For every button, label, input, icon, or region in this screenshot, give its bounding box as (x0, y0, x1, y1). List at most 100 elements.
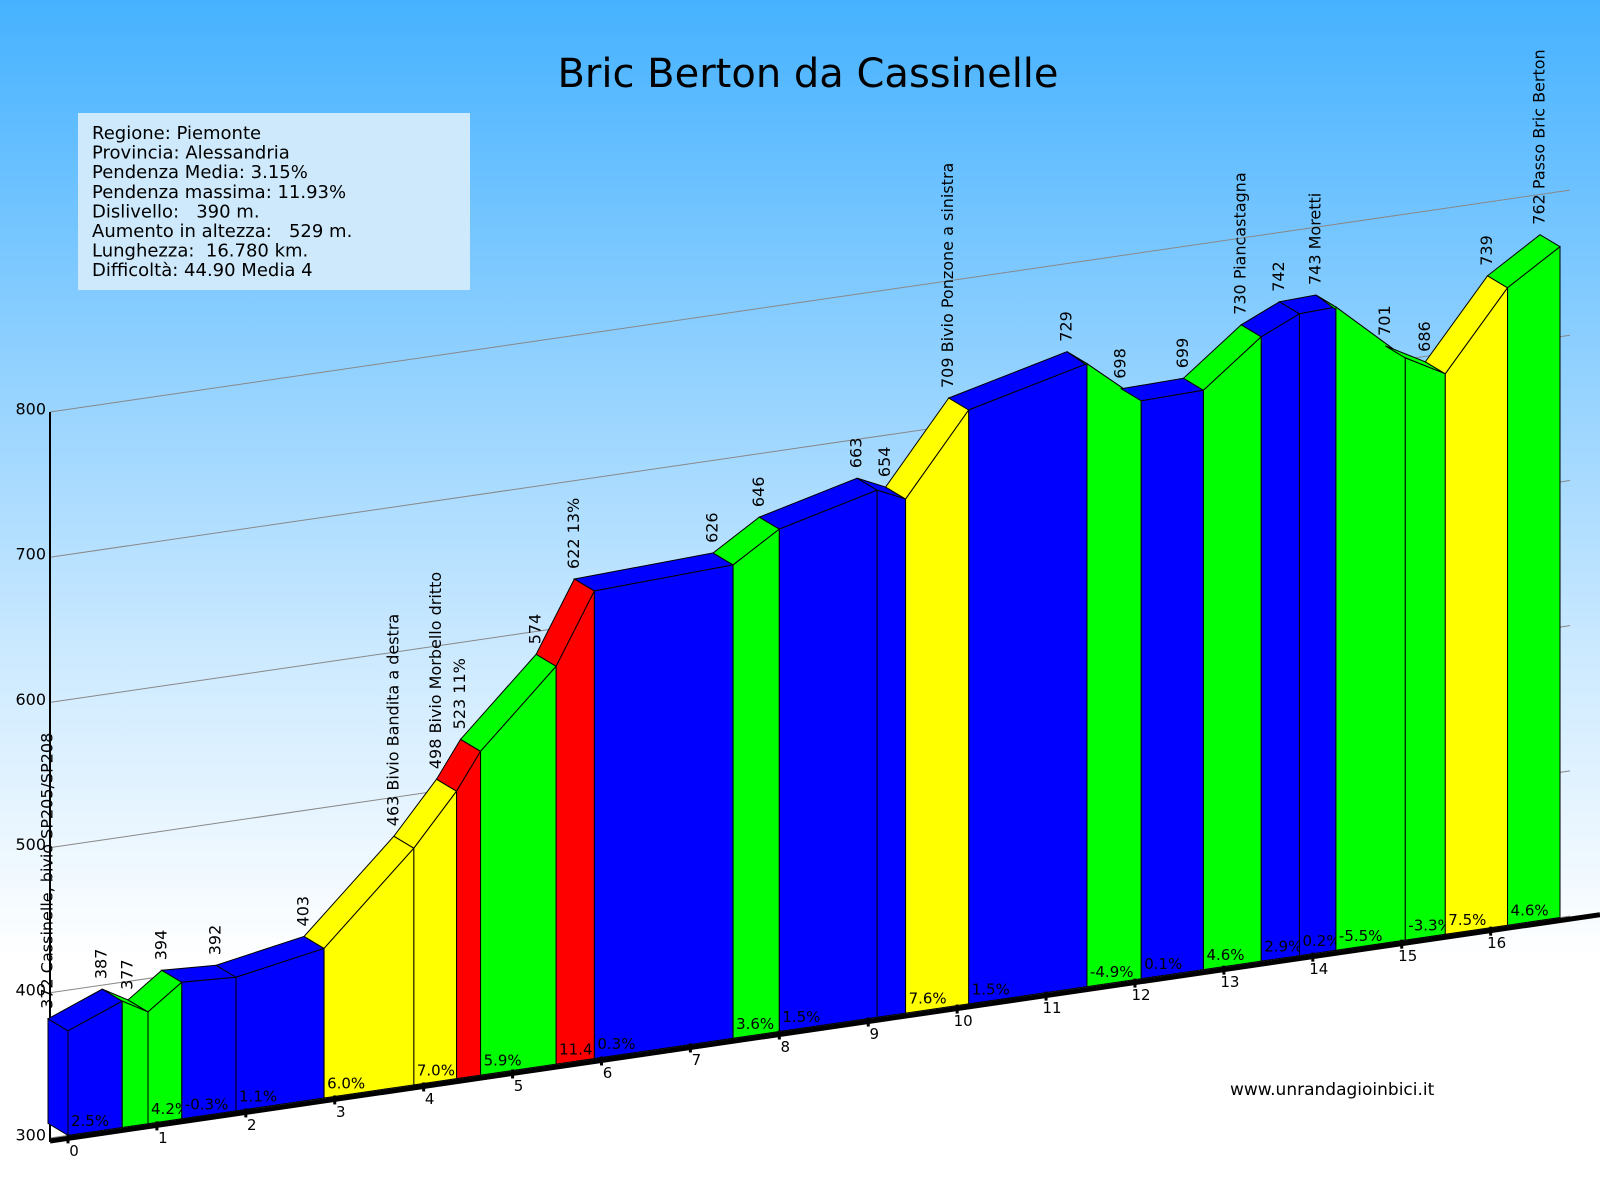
grade-label: -5.5% (1339, 927, 1383, 945)
segment-face (1444, 286, 1509, 935)
grade-label: 5.9% (484, 1052, 522, 1070)
chart-title: Bric Berton da Cassinelle (557, 51, 1058, 97)
grade-label: 4.2% (151, 1100, 189, 1118)
grid-line (49, 189, 1571, 413)
point-label: 739 (1477, 235, 1496, 266)
x-tick-label: 16 (1487, 934, 1506, 952)
point-label: 699 (1173, 338, 1192, 369)
point-label: 403 (294, 896, 313, 927)
grade-label: 3.6% (736, 1015, 774, 1033)
segment-face (905, 408, 970, 1014)
x-tick-label: 15 (1398, 947, 1417, 965)
grade-label: 11.4 (559, 1041, 592, 1059)
point-label: 729 (1056, 311, 1075, 342)
segment-face (1202, 335, 1262, 971)
segment-face (593, 564, 734, 1060)
x-tick-label: 11 (1043, 999, 1062, 1017)
grade-label: 2.9% (1264, 938, 1302, 956)
point-label: 743 Moretti (1305, 193, 1324, 285)
info-line: Provincia: Alessandria (92, 143, 290, 164)
grade-label: 7.0% (417, 1061, 455, 1079)
y-tick-label: 300 (15, 1126, 46, 1145)
info-line: Aumento in altezza: 529 m. (92, 221, 352, 242)
segment-face (968, 362, 1088, 1005)
grade-label: 7.5% (1448, 911, 1486, 929)
segment-face (778, 489, 878, 1033)
grade-label: 4.6% (1206, 946, 1244, 964)
point-label: 372 Cassinelle, bivio SP205/SP208 (38, 733, 57, 1009)
x-tick-label: 5 (514, 1077, 524, 1095)
grade-label: 2.5% (71, 1112, 109, 1130)
segment-face (1086, 362, 1142, 988)
segment-face (1404, 357, 1446, 941)
x-tick-label: 0 (69, 1142, 79, 1160)
credit: www.unrandagioinbici.it (1230, 1080, 1435, 1100)
x-tick-label: 4 (425, 1090, 435, 1108)
point-label: 574 (526, 614, 545, 645)
segment-face (1260, 312, 1300, 962)
point-label: 377 (118, 959, 137, 990)
point-label: 709 Bivio Ponzone a sinistra (938, 163, 957, 388)
x-tick-label: 13 (1220, 973, 1239, 991)
point-label: 622 13% (564, 498, 583, 569)
segment-face (555, 590, 595, 1065)
grade-label: 1.5% (782, 1008, 820, 1026)
point-label: 626 (703, 512, 722, 543)
point-label: 463 Bivio Bandita a destra (383, 614, 402, 826)
segment-face (121, 1000, 149, 1129)
info-line: Lunghezza: 16.780 km. (92, 241, 308, 262)
segment-face (1507, 245, 1561, 926)
grade-label: -4.9% (1090, 963, 1134, 981)
segment-face (1335, 306, 1406, 951)
grade-label: -0.3% (185, 1095, 229, 1113)
x-tick-label: 14 (1309, 960, 1328, 978)
point-label: 663 (847, 438, 866, 469)
point-label: 730 Piancastagna (1231, 172, 1250, 314)
x-tick-label: 7 (692, 1051, 702, 1069)
x-tick-label: 12 (1131, 986, 1150, 1004)
info-box (78, 113, 470, 290)
info-line: Pendenza massima: 11.93% (92, 182, 346, 203)
point-label: 686 (1415, 321, 1434, 352)
point-label: 698 (1111, 348, 1130, 379)
y-tick-label: 400 (15, 980, 46, 999)
grade-label: 7.6% (909, 990, 947, 1008)
point-label: 387 (92, 949, 111, 980)
point-label: 523 11% (450, 658, 469, 729)
point-label: 394 (151, 930, 170, 961)
x-tick-label: 1 (158, 1129, 168, 1147)
y-tick-label: 800 (15, 400, 46, 419)
grade-label: 4.6% (1511, 902, 1549, 920)
point-label: 392 (206, 925, 225, 956)
x-axis (49, 912, 1600, 1144)
x-tick-label: 6 (603, 1064, 613, 1082)
segment-face (1140, 389, 1204, 980)
point-label: 762 Passo Bric Berton (1530, 49, 1549, 224)
segment-face (1298, 306, 1337, 957)
point-label: 646 (749, 477, 768, 508)
grade-label: 1.5% (972, 980, 1010, 998)
point-label: 701 (1375, 305, 1394, 336)
y-tick-label: 700 (15, 545, 46, 564)
y-tick-label: 500 (15, 835, 46, 854)
x-tick-label: 10 (954, 1012, 973, 1030)
x-tick-label: 9 (869, 1025, 879, 1043)
point-label: 742 (1269, 261, 1288, 292)
x-tick-label: 8 (781, 1038, 791, 1056)
info-line: Pendenza Media: 3.15% (92, 162, 308, 183)
segment-face (876, 489, 907, 1018)
info-line: Dislivello: 390 m. (92, 201, 260, 222)
info-line: Regione: Piemonte (92, 123, 261, 144)
info-line: Difficoltà: 44.90 Media 4 (92, 260, 313, 281)
side-face (47, 1017, 69, 1137)
x-tick-label: 2 (247, 1116, 257, 1134)
grade-label: 1.1% (239, 1087, 277, 1105)
grade-label: 0.1% (1144, 955, 1182, 973)
grade-label: 0.3% (597, 1035, 635, 1053)
grade-label: 6.0% (327, 1074, 365, 1092)
point-label: 654 (875, 447, 894, 478)
point-label: 498 Bivio Morbello dritto (426, 572, 445, 769)
